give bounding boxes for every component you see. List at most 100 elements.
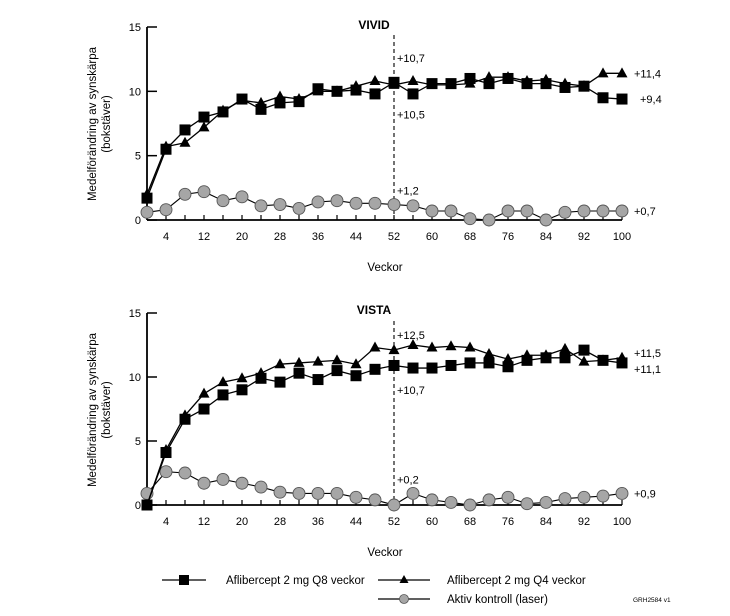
vista-y-tick-label: 10: [129, 372, 141, 384]
vista-point-q8: [236, 384, 248, 396]
vista-panel: VISTA Medelförändring av synskärpa (boks…: [87, 303, 661, 559]
vivid-point-q8: [198, 111, 210, 123]
vivid-series-line-q8: [146, 77, 623, 199]
vista-annotation: +10,7: [397, 385, 425, 397]
vista-point-q8: [331, 365, 343, 377]
vivid-point-q8: [236, 93, 248, 105]
vivid-point-laser: [577, 204, 591, 218]
vivid-series-line-q4: [146, 72, 622, 195]
vivid-point-laser: [368, 196, 382, 210]
vivid-point-q4: [616, 67, 628, 78]
vivid-point-laser: [140, 205, 154, 219]
vista-point-q8: [141, 499, 153, 511]
vivid-point-q4: [369, 75, 381, 86]
vivid-point-q8: [559, 81, 571, 93]
vista-x-tick-label: 52: [388, 516, 400, 528]
vivid-point-laser: [159, 203, 173, 217]
vivid-panel: VIVID Medelförändring av synskärpa (boks…: [87, 18, 662, 274]
vista-point-laser: [311, 487, 325, 500]
vivid-point-q8: [616, 93, 628, 105]
vista-point-q8: [160, 447, 172, 459]
vivid-annotation: +10,5: [397, 109, 425, 121]
vivid-point-q8: [540, 78, 552, 90]
vivid-y-tick-label: 5: [135, 151, 141, 163]
legend-item-q8: Aflibercept 2 mg Q8 veckor: [162, 575, 365, 587]
vista-point-q8: [369, 363, 381, 375]
vivid-point-q8: [179, 124, 191, 136]
vista-point-q8: [521, 354, 533, 366]
vista-point-q4: [407, 339, 419, 349]
vivid-x-tick-label: 92: [578, 231, 590, 243]
vista-point-q4: [483, 347, 495, 358]
legend-laser-label: Aktiv kontroll (laser): [447, 594, 548, 606]
vista-point-q4: [464, 341, 476, 352]
vivid-annotation: +9,4: [640, 94, 662, 106]
vivid-ylabel-line2: (bokstäver): [101, 95, 113, 153]
vista-point-q8: [445, 359, 457, 371]
vivid-point-laser: [501, 204, 515, 218]
triangle-marker-icon: [399, 575, 409, 583]
vista-point-laser: [501, 490, 515, 504]
vivid-point-q8: [293, 96, 305, 108]
vista-point-laser: [197, 476, 211, 490]
vivid-y-tick-label: 10: [129, 86, 141, 98]
vivid-point-q8: [331, 85, 343, 97]
vivid-y-axis-title: Medelförändring av synskärpa (bokstäver): [87, 46, 113, 201]
vista-point-q4: [578, 355, 590, 366]
vivid-point-laser: [444, 204, 458, 218]
vivid-point-laser: [615, 204, 629, 218]
vivid-point-laser: [254, 199, 268, 213]
vista-title: VISTA: [357, 303, 392, 317]
vista-point-laser: [539, 495, 553, 509]
vivid-point-q8: [597, 92, 609, 104]
vista-annotation: +0,2: [397, 474, 419, 486]
vivid-x-tick-label: 36: [312, 231, 324, 243]
vista-point-laser: [444, 495, 458, 509]
vista-point-q8: [616, 357, 628, 369]
vivid-point-laser: [216, 194, 230, 208]
vivid-y-tick-label: 15: [129, 22, 141, 34]
vista-x-tick-label: 12: [198, 516, 210, 528]
vista-point-q8: [559, 352, 571, 364]
vista-point-q4: [426, 341, 438, 352]
vista-x-tick-label: 44: [350, 516, 362, 528]
vista-x-tick-label: 28: [274, 516, 286, 528]
vivid-point-laser: [596, 204, 610, 218]
vista-plot-area: 0 5 10 15 4 12 20 28 36 44 52 60 68 76 84 92 100 +12,5 +10…: [129, 308, 661, 528]
vista-point-q4: [236, 372, 248, 383]
vista-point-laser: [482, 493, 496, 507]
vivid-x-tick-label: 68: [464, 231, 476, 243]
vivid-annotation: +0,7: [634, 206, 656, 218]
vivid-point-q8: [502, 72, 514, 84]
vista-point-laser: [368, 493, 382, 507]
vivid-point-q8: [312, 83, 324, 95]
vista-point-laser: [387, 498, 401, 512]
vivid-x-tick-label: 12: [198, 231, 210, 243]
vista-ylabel-line2: (bokstäver): [101, 381, 113, 439]
vista-point-q4: [502, 353, 514, 364]
vivid-point-laser: [387, 198, 401, 212]
vista-annotation: +0,9: [634, 488, 656, 500]
vista-point-q8: [198, 403, 210, 415]
vivid-point-laser: [520, 204, 534, 218]
vista-y-axis-title: Medelförändring av synskärpa (bokstäver): [87, 332, 113, 487]
vista-point-laser: [425, 493, 439, 507]
vista-annotation: +11,5: [634, 348, 661, 360]
legend-item-laser: Aktiv kontroll (laser): [378, 594, 548, 606]
vivid-x-tick-label: 28: [274, 231, 286, 243]
vista-point-q8: [388, 359, 400, 371]
vivid-x-tick-label: 84: [540, 231, 552, 243]
vista-point-laser: [520, 497, 534, 511]
vivid-point-q4: [198, 121, 210, 132]
vista-point-q8: [350, 370, 362, 382]
vivid-point-laser: [406, 199, 420, 213]
vivid-title: VIVID: [358, 18, 390, 32]
vivid-point-laser: [292, 201, 306, 215]
vista-point-q4: [331, 354, 343, 365]
vivid-point-q8: [426, 78, 438, 90]
vista-point-q8: [426, 362, 438, 374]
vivid-point-q8: [388, 76, 400, 88]
vivid-point-q8: [464, 72, 476, 84]
vista-point-laser: [235, 476, 249, 490]
vista-point-q8: [293, 367, 305, 379]
